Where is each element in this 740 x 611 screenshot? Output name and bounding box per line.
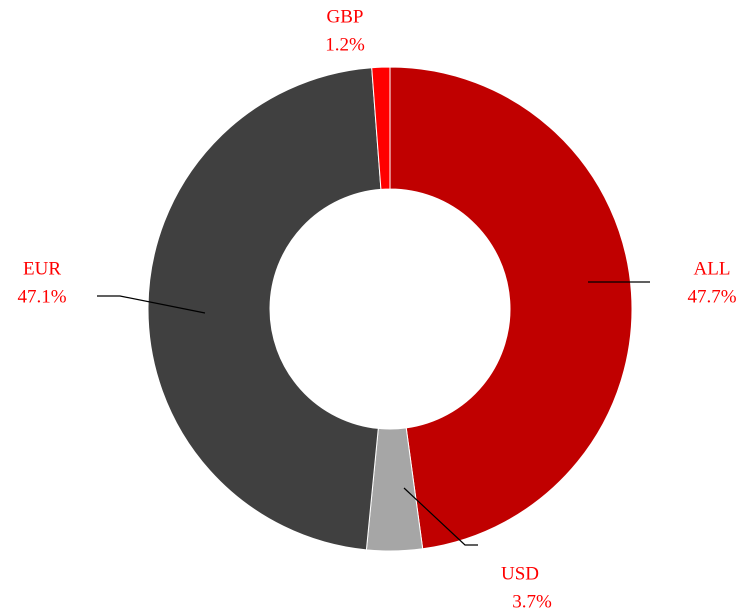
slice-label: GBP (327, 6, 364, 27)
slice (389, 66, 633, 550)
leader-line (97, 295, 206, 314)
value-label: 1.2% (325, 34, 365, 55)
value-label: 3.7% (512, 591, 552, 611)
leader-line (403, 487, 478, 546)
slice-label: USD (501, 563, 539, 584)
slice (371, 66, 391, 190)
slice-label: ALL (694, 258, 731, 279)
slice-label: EUR (23, 258, 61, 279)
value-label: 47.1% (17, 286, 66, 307)
slices (147, 66, 633, 552)
labels: ALL 47.7% USD 3.7% EUR 47.1% GBP 1.2% (17, 6, 736, 611)
slice (147, 67, 382, 551)
value-label: 47.7% (687, 286, 736, 307)
